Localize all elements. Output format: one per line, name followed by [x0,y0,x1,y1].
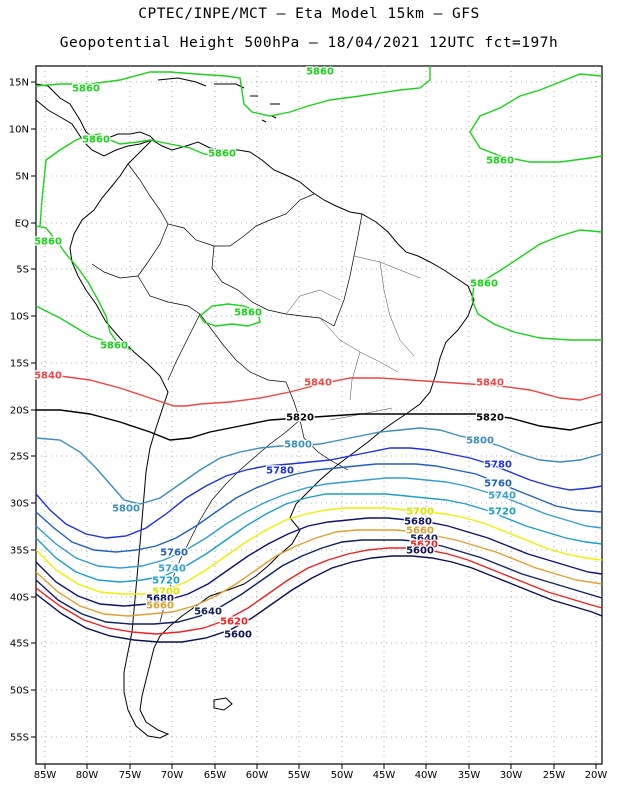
contour-label: 5600 [406,546,434,557]
contour-label: 5860 [82,135,110,146]
lat-tick-label: 10N [9,125,29,136]
contour-label: 5820 [476,413,504,424]
contour-label: 5820 [286,413,314,424]
lat-tick-label: 5S [16,265,29,276]
contour-label: 5640 [410,534,438,545]
contour-label: 5680 [404,517,432,528]
coastlines [35,77,475,739]
contour-label: 5860 [100,341,128,352]
lon-tick-label: 60W [246,770,269,781]
contour-5600 [35,555,603,643]
contour-label: 5760 [484,479,512,490]
lat-tick-label: 20S [10,406,29,417]
contour-5700 [35,507,603,595]
lat-tick-label: 10S [10,312,29,323]
contour-label: 5860 [470,279,498,290]
lat-tick-label: 45S [10,639,29,650]
contour-label: 5780 [266,466,294,477]
brazil-states [285,255,421,421]
lat-tick-label: 25S [10,452,29,463]
falkland-islands [213,697,233,711]
contour-label: 5700 [406,507,434,518]
contour-5620 [35,547,603,635]
lat-tick-label: 40S [10,593,29,604]
contour-label: 5600 [224,630,252,641]
axis-ticks: 15N 10N 5N EQ 5S 10S 15S 20S 25S 30S 35S 40S 45S 50S 5… [9,78,608,782]
lat-tick-label: 15S [10,359,29,370]
central-america-coast [35,83,157,157]
contour-5660 [35,529,603,617]
lon-tick-label: 85W [34,770,57,781]
lon-tick-label: 80W [76,770,99,781]
lon-tick-label: 65W [204,770,227,781]
contour-label: 5840 [34,371,62,382]
contour-label: 5660 [146,601,174,612]
map-title-line2: Geopotential Height 500hPa – 18/04/2021 … [59,35,559,51]
lat-tick-label: EQ [15,219,29,230]
lon-tick-label: 30W [500,770,523,781]
lon-tick-label: 40W [415,770,438,781]
lat-tick-label: 15N [9,78,29,89]
lat-tick-label: 35S [10,546,29,557]
contour-5780 [35,447,603,539]
contour-label: 5840 [476,378,504,389]
contour-label: 5700 [152,587,180,598]
contour-label: 5660 [406,526,434,537]
contour-label: 5640 [194,607,222,618]
contour-5860-west [35,225,133,351]
contour-5840 [36,375,603,407]
contour-label: 5860 [486,156,514,167]
caribbean-islands [157,77,280,123]
contour-label: 5780 [484,460,512,471]
contour-label: 5800 [466,436,494,447]
contour-label: 5620 [220,617,248,628]
contour-label: 5720 [488,507,516,518]
country-borders [91,163,363,623]
contour-5760 [35,463,603,553]
lat-tick-label: 5N [15,172,29,183]
contour-5680 [35,517,603,607]
contour-label: 5620 [410,540,438,551]
lat-tick-label: 50S [10,686,29,697]
lon-tick-label: 70W [161,770,184,781]
contour-label: 5860 [234,308,262,319]
lon-tick-label: 25W [543,770,566,781]
contour-label: 5800 [112,504,140,515]
contour-labels: 5860 5860 5860 5860 5860 5860 5860 5860 5860 5840… [33,65,517,642]
contour-5640 [35,539,603,625]
contour-5860-bolivia [199,303,261,327]
contour-5860-atlantic-north [469,73,603,163]
map-frame [35,65,603,765]
lon-tick-label: 75W [119,770,142,781]
contour-label: 5860 [72,84,100,95]
contour-label: 5720 [152,576,180,587]
lon-tick-label: 35W [458,770,481,781]
contour-label: 5680 [146,594,174,605]
contour-label: 5740 [488,491,516,502]
contour-label: 5800 [284,440,312,451]
contour-5860-caribbean [35,66,431,117]
lat-tick-label: 30S [10,499,29,510]
contour-label: 5840 [304,378,332,389]
contour-label: 5860 [306,67,334,78]
map-title-line1: CPTEC/INPE/MCT – Eta Model 15km – GFS [138,6,480,22]
lon-tick-label: 55W [288,770,311,781]
contour-5800 [35,427,603,505]
lon-tick-label: 45W [373,770,396,781]
contour-5860-atlantic-south [471,229,603,341]
contour-5740 [35,477,603,569]
contour-5720 [35,493,603,583]
contour-5860-west-upper [39,133,237,227]
contour-label: 5860 [208,149,236,160]
contour-lines [35,66,603,643]
lat-tick-label: 55S [10,733,29,744]
contour-label: 5740 [158,564,186,575]
contour-label: 5760 [160,548,188,559]
lon-tick-label: 50W [331,770,354,781]
contour-label: 5860 [34,237,62,248]
contour-5820 [36,409,603,441]
lon-tick-label: 20W [585,770,608,781]
